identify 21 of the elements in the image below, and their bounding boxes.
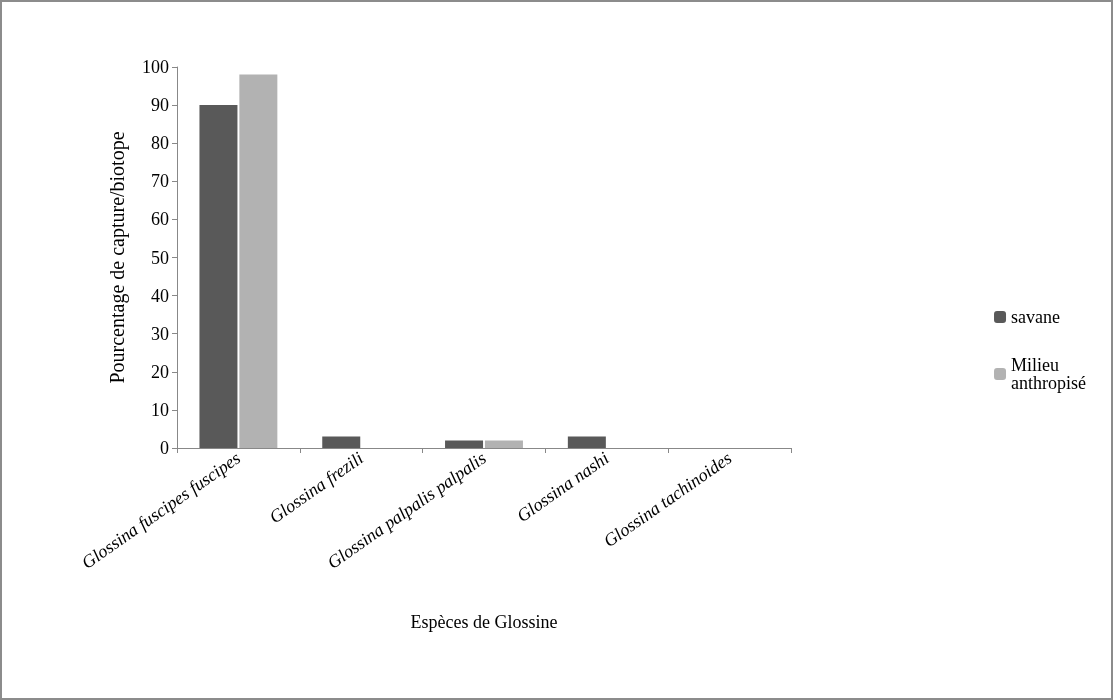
y-tick-label: 90: [151, 95, 169, 116]
y-tick-label: 100: [142, 57, 169, 77]
bar: [484, 440, 523, 448]
y-tick-label: 10: [151, 399, 169, 420]
bar: [239, 74, 278, 448]
bar: [199, 105, 238, 448]
legend-label: savane: [1011, 307, 1060, 327]
bar: [322, 436, 361, 448]
bar: [445, 440, 484, 448]
legend-label: Milieu anthropisé: [1011, 355, 1087, 393]
y-tick-label: 20: [151, 361, 169, 382]
y-tick-label: 0: [160, 438, 169, 458]
y-tick-label: 60: [151, 209, 169, 230]
x-axis-title: Espèces de Glossine: [410, 612, 558, 632]
y-axis-title: Pourcentage de capture/biotope: [106, 131, 129, 384]
y-tick-label: 80: [151, 133, 169, 154]
y-tick-label: 40: [151, 285, 169, 306]
y-tick-label: 70: [151, 171, 169, 192]
y-tick-label: 30: [151, 323, 169, 344]
bar: [567, 436, 606, 448]
y-tick-label: 50: [151, 247, 169, 268]
